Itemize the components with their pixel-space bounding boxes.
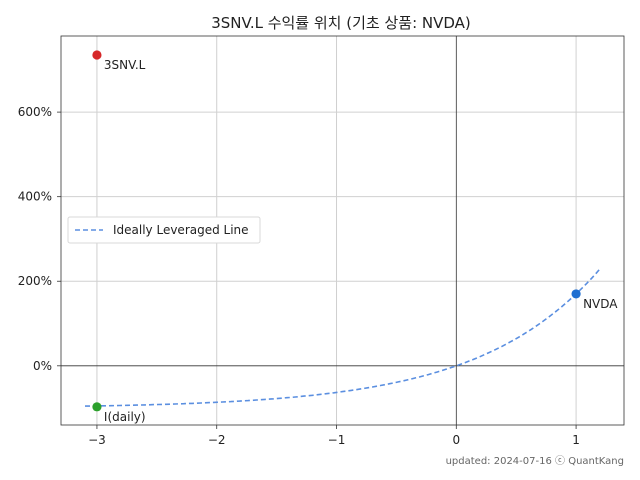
data-points: 3SNV.L NVDA I(daily) [92, 50, 618, 424]
plot-frame [60, 35, 625, 426]
footer-text: updated: 2024-07-16 ⓒ QuantKang [446, 455, 624, 467]
point-label-nvda: NVDA [583, 297, 618, 311]
legend-label: Ideally Leveraged Line [113, 223, 249, 237]
zero-lines [61, 36, 624, 425]
x-tick-label: −3 [88, 433, 106, 447]
series-layer [85, 268, 601, 407]
x-tick-label: 1 [572, 433, 580, 447]
legend: Ideally Leveraged Line [67, 216, 261, 244]
x-tick-label: 0 [452, 433, 460, 447]
x-tick-label: −2 [208, 433, 226, 447]
point-label-i-daily: I(daily) [104, 410, 146, 424]
point-3snv-l [92, 50, 102, 60]
x-tick-label: −1 [328, 433, 346, 447]
x-axis-ticks: −3 −2 −1 0 1 [88, 425, 580, 447]
y-tick-label: 0% [33, 359, 52, 373]
y-tick-label: 600% [18, 105, 52, 119]
point-i-daily [92, 402, 102, 412]
grid-lines [61, 36, 624, 425]
y-tick-label: 400% [18, 190, 52, 204]
y-tick-label: 200% [18, 274, 52, 288]
chart-title: 3SNV.L 수익률 위치 (기초 상품: NVDA) [211, 14, 471, 32]
point-label-3snv-l: 3SNV.L [104, 58, 146, 72]
legend-box [67, 216, 261, 244]
ideally-leveraged-line [85, 268, 601, 407]
point-nvda [571, 289, 581, 299]
y-axis-ticks: 0% 200% 400% 600% [18, 105, 61, 373]
